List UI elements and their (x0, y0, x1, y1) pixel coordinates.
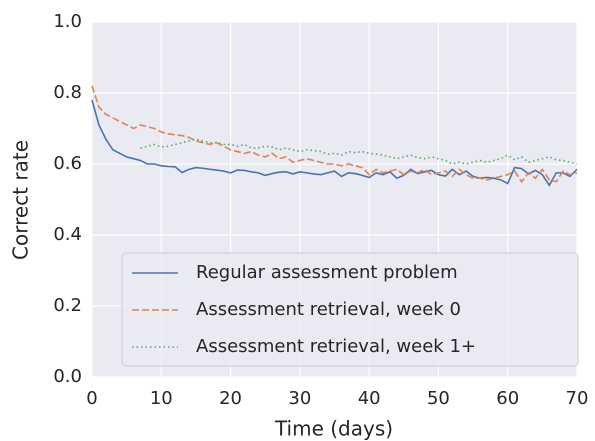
series-line (140, 138, 578, 165)
x-axis-label: Time (days) (274, 417, 393, 441)
legend-label: Regular assessment problem (196, 262, 458, 283)
y-tick-label: 0.4 (53, 224, 82, 245)
legend-label: Assessment retrieval, week 0 (196, 299, 461, 320)
y-tick-label: 0.2 (53, 295, 82, 316)
y-axis-label: Correct rate (9, 140, 33, 260)
legend-label: Assessment retrieval, week 1+ (196, 336, 476, 357)
legend: Regular assessment problem Assessment ret… (121, 252, 579, 367)
y-tick-label: 0.0 (53, 366, 82, 387)
y-tick-label: 1.0 (53, 11, 82, 32)
x-tick-label: 50 (427, 388, 450, 409)
y-tick-label: 0.8 (53, 82, 82, 103)
y-tick-label: 0.6 (53, 153, 82, 174)
legend-box (121, 252, 579, 367)
x-tick-label: 40 (358, 388, 381, 409)
x-tick-label: 60 (496, 388, 519, 409)
x-tick-label: 0 (86, 388, 97, 409)
x-tick-label: 10 (150, 388, 173, 409)
series-line (91, 99, 578, 187)
x-tick-label: 30 (288, 388, 311, 409)
x-tick-label: 20 (219, 388, 242, 409)
series-line (91, 85, 578, 184)
x-tick-label: 70 (566, 388, 589, 409)
